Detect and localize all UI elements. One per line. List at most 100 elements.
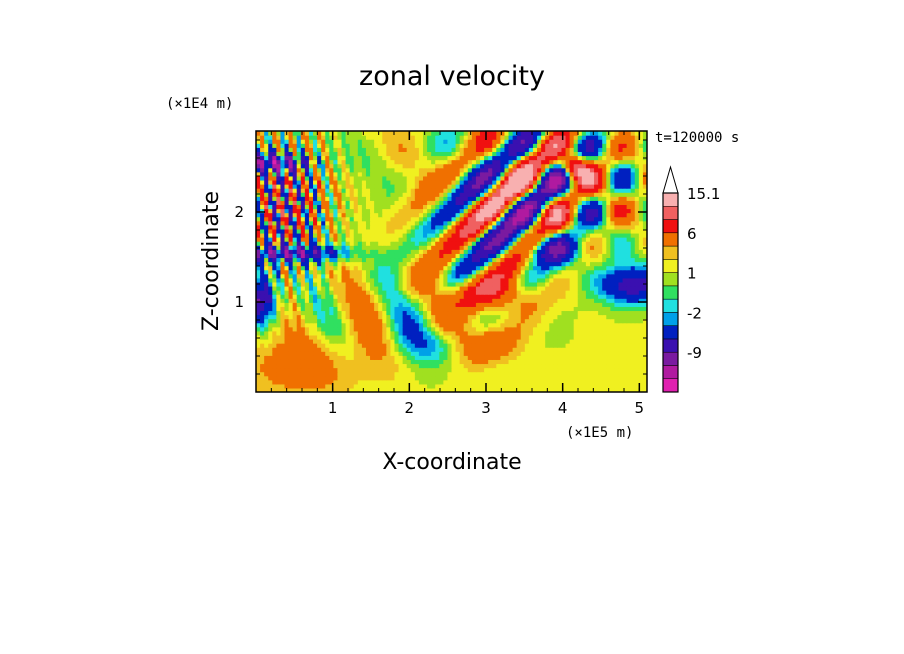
field-cell bbox=[365, 184, 371, 189]
field-cell bbox=[418, 257, 424, 263]
field-cell bbox=[317, 330, 322, 336]
field-cell bbox=[304, 318, 310, 324]
field-cell bbox=[443, 261, 449, 267]
field-cell bbox=[606, 355, 611, 360]
field-cell bbox=[341, 290, 347, 295]
field-cell bbox=[280, 281, 286, 287]
field-cell bbox=[516, 383, 522, 389]
field-cell bbox=[500, 379, 506, 385]
field-cell bbox=[488, 347, 493, 352]
field-cell bbox=[361, 334, 367, 340]
field-cell bbox=[276, 379, 282, 385]
field-cell bbox=[451, 261, 457, 267]
field-cell bbox=[418, 241, 424, 246]
field-cell bbox=[459, 294, 465, 299]
field-cell bbox=[520, 220, 526, 226]
field-cell bbox=[382, 277, 387, 283]
field-cell bbox=[308, 184, 314, 189]
field-cell bbox=[329, 269, 334, 275]
field-cell bbox=[345, 281, 351, 287]
field-cell bbox=[557, 322, 563, 328]
field-cell bbox=[626, 269, 632, 275]
field-cell bbox=[333, 318, 339, 324]
field-cell bbox=[308, 200, 314, 206]
field-cell bbox=[313, 232, 318, 238]
field-cell bbox=[488, 359, 493, 365]
field-cell bbox=[581, 338, 587, 344]
field-cell bbox=[333, 294, 339, 299]
field-cell bbox=[337, 184, 343, 189]
field-cell bbox=[569, 310, 575, 316]
field-cell bbox=[451, 379, 457, 385]
field-cell bbox=[272, 273, 277, 279]
field-cell bbox=[581, 200, 587, 206]
field-cell bbox=[349, 326, 355, 332]
field-cell bbox=[569, 224, 575, 230]
field-cell bbox=[553, 204, 558, 210]
field-cell bbox=[565, 367, 571, 373]
field-cell bbox=[300, 245, 306, 250]
field-cell bbox=[569, 212, 575, 218]
field-cell bbox=[394, 204, 400, 210]
field-cell bbox=[353, 285, 359, 291]
field-cell bbox=[406, 371, 412, 377]
field-cell bbox=[451, 269, 457, 275]
field-cell bbox=[439, 294, 444, 299]
field-cell bbox=[545, 277, 550, 283]
field-cell bbox=[585, 371, 591, 377]
field-cell bbox=[386, 245, 392, 250]
field-cell bbox=[333, 285, 339, 291]
field-cell bbox=[475, 294, 481, 299]
field-cell bbox=[284, 184, 290, 189]
field-cell bbox=[553, 232, 558, 238]
field-cell bbox=[606, 265, 611, 271]
field-cell bbox=[467, 228, 473, 234]
field-cell bbox=[528, 228, 534, 234]
field-cell bbox=[549, 326, 554, 332]
field-cell bbox=[427, 224, 432, 230]
field-cell bbox=[288, 314, 294, 320]
field-cell bbox=[321, 184, 326, 189]
field-cell bbox=[422, 196, 428, 201]
field-cell bbox=[280, 314, 286, 320]
field-cell bbox=[410, 355, 416, 360]
field-cell bbox=[325, 359, 330, 365]
field-cell bbox=[594, 269, 599, 275]
field-cell bbox=[573, 306, 579, 312]
field-cell bbox=[480, 208, 485, 214]
field-cell bbox=[598, 285, 603, 291]
field-cell bbox=[520, 265, 526, 271]
field-cell bbox=[284, 351, 290, 356]
field-cell bbox=[598, 224, 603, 230]
field-cell bbox=[329, 387, 334, 392]
field-cell bbox=[626, 330, 632, 336]
field-cell bbox=[594, 294, 599, 299]
field-cell bbox=[455, 351, 461, 356]
field-cell bbox=[337, 281, 343, 287]
field-cell bbox=[528, 273, 534, 279]
field-cell bbox=[439, 355, 444, 360]
field-cell bbox=[598, 367, 603, 373]
field-cell bbox=[349, 371, 355, 377]
field-cell bbox=[492, 241, 497, 246]
field-cell bbox=[357, 220, 363, 226]
field-cell bbox=[321, 322, 326, 328]
field-cell bbox=[414, 367, 420, 373]
field-cell bbox=[467, 277, 473, 283]
field-cell bbox=[573, 204, 579, 210]
field-cell bbox=[471, 326, 477, 332]
field-cell bbox=[475, 269, 481, 275]
field-cell bbox=[537, 363, 542, 369]
field-cell bbox=[280, 387, 286, 392]
field-cell bbox=[402, 347, 408, 352]
field-cell bbox=[614, 379, 620, 385]
field-cell bbox=[614, 179, 620, 185]
field-cell bbox=[467, 363, 473, 369]
field-cell bbox=[532, 245, 538, 250]
field-cell bbox=[594, 302, 599, 307]
field-cell bbox=[467, 261, 473, 267]
field-cell bbox=[557, 371, 563, 377]
field-cell bbox=[394, 212, 400, 218]
field-cell bbox=[569, 367, 575, 373]
field-cell bbox=[553, 363, 558, 369]
